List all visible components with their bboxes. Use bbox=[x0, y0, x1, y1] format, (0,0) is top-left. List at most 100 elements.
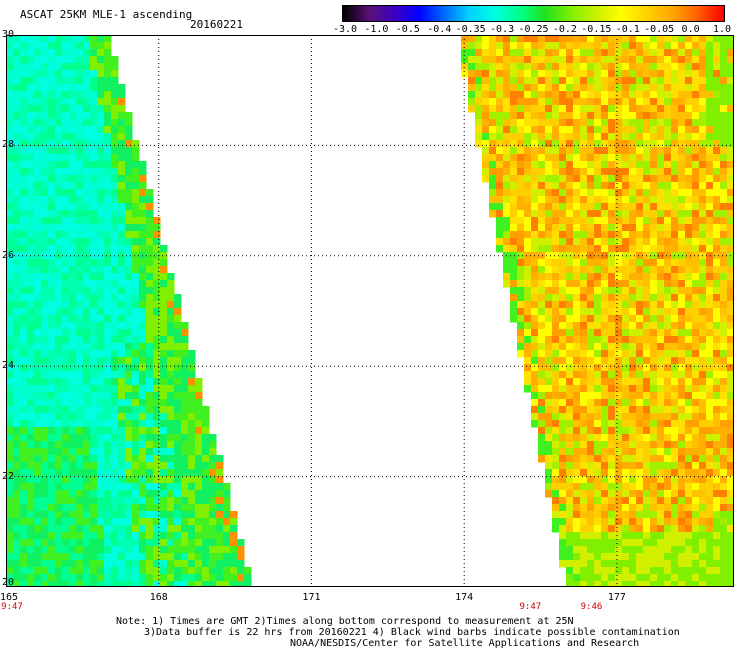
swath-cell bbox=[636, 539, 644, 547]
swath-cell bbox=[524, 63, 532, 71]
swath-cell bbox=[90, 196, 98, 204]
swath-cell bbox=[475, 77, 483, 85]
swath-cell bbox=[160, 441, 168, 449]
swath-cell bbox=[636, 168, 644, 176]
swath-cell bbox=[209, 553, 217, 561]
swath-cell bbox=[615, 112, 623, 120]
swath-cell bbox=[167, 518, 175, 526]
swath-cell bbox=[174, 378, 182, 386]
swath-cell bbox=[111, 63, 119, 71]
swath-cell bbox=[62, 329, 70, 337]
swath-cell bbox=[76, 427, 84, 435]
swath-cell bbox=[650, 77, 658, 85]
swath-cell bbox=[594, 413, 602, 421]
swath-cell bbox=[181, 420, 189, 428]
swath-cell bbox=[566, 385, 574, 393]
swath-cell bbox=[685, 49, 693, 57]
swath-cell bbox=[55, 553, 63, 561]
swath-cell bbox=[685, 392, 693, 400]
swath-cell bbox=[90, 301, 98, 309]
swath-cell bbox=[111, 539, 119, 547]
swath-cell bbox=[195, 469, 203, 477]
swath-cell bbox=[132, 420, 140, 428]
swath-cell bbox=[503, 91, 511, 99]
swath-cell bbox=[83, 196, 91, 204]
swath-cell bbox=[209, 455, 217, 463]
swath-cell bbox=[580, 91, 588, 99]
swath-cell bbox=[671, 504, 679, 512]
swath-cell bbox=[132, 483, 140, 491]
swath-cell bbox=[531, 49, 539, 57]
swath-cell bbox=[671, 336, 679, 344]
swath-cell bbox=[125, 511, 133, 519]
swath-cell bbox=[601, 420, 609, 428]
swath-cell bbox=[468, 77, 476, 85]
swath-cell bbox=[97, 84, 105, 92]
swath-cell bbox=[608, 546, 616, 554]
swath-cell bbox=[104, 189, 112, 197]
swath-cell bbox=[69, 525, 77, 533]
swath-cell bbox=[594, 455, 602, 463]
swath-cell bbox=[48, 273, 56, 281]
swath-cell bbox=[643, 539, 651, 547]
swath-cell bbox=[678, 476, 686, 484]
swath-cell bbox=[104, 385, 112, 393]
swath-cell bbox=[657, 301, 665, 309]
swath-cell bbox=[587, 154, 595, 162]
swath-cell bbox=[580, 357, 588, 365]
swath-cell bbox=[230, 560, 238, 568]
swath-cell bbox=[13, 84, 21, 92]
swath-cell bbox=[489, 77, 497, 85]
swath-cell bbox=[118, 371, 126, 379]
swath-cell bbox=[69, 168, 77, 176]
swath-cell bbox=[720, 231, 728, 239]
swath-cell bbox=[125, 469, 133, 477]
swath-cell bbox=[727, 371, 734, 379]
swath-cell bbox=[643, 581, 651, 587]
swath-cell bbox=[202, 581, 210, 587]
swath-cell bbox=[720, 413, 728, 421]
swath-cell bbox=[573, 266, 581, 274]
swath-cell bbox=[496, 203, 504, 211]
swath-cell bbox=[34, 77, 42, 85]
swath-cell bbox=[713, 574, 721, 582]
swath-cell bbox=[104, 42, 112, 50]
swath-cell bbox=[601, 532, 609, 540]
swath-cell bbox=[90, 553, 98, 561]
swath-cell bbox=[601, 119, 609, 127]
swath-cell bbox=[76, 441, 84, 449]
swath-cell bbox=[181, 504, 189, 512]
swath-cell bbox=[27, 203, 35, 211]
swath-cell bbox=[503, 77, 511, 85]
swath-cell bbox=[489, 49, 497, 57]
swath-cell bbox=[608, 259, 616, 267]
swath-cell bbox=[181, 392, 189, 400]
swath-cell bbox=[650, 238, 658, 246]
swath-cell bbox=[580, 448, 588, 456]
swath-cell bbox=[650, 252, 658, 260]
swath-cell bbox=[720, 476, 728, 484]
swath-cell bbox=[678, 420, 686, 428]
swath-cell bbox=[83, 259, 91, 267]
swath-cell bbox=[146, 581, 154, 587]
swath-cell bbox=[76, 98, 84, 106]
swath-cell bbox=[20, 105, 28, 113]
swath-cell bbox=[167, 546, 175, 554]
swath-cell bbox=[727, 56, 734, 64]
swath-cell bbox=[531, 56, 539, 64]
swath-cell bbox=[69, 133, 77, 141]
swath-cell bbox=[650, 427, 658, 435]
swath-cell bbox=[13, 203, 21, 211]
swath-cell bbox=[146, 385, 154, 393]
swath-cell bbox=[594, 364, 602, 372]
swath-cell bbox=[594, 329, 602, 337]
swath-cell bbox=[552, 266, 560, 274]
swath-cell bbox=[601, 574, 609, 582]
swath-cell bbox=[139, 175, 147, 183]
swath-cell bbox=[643, 77, 651, 85]
swath-cell bbox=[195, 574, 203, 582]
swath-cell bbox=[34, 196, 42, 204]
swath-cell bbox=[671, 322, 679, 330]
swath-cell bbox=[167, 497, 175, 505]
swath-cell bbox=[706, 378, 714, 386]
